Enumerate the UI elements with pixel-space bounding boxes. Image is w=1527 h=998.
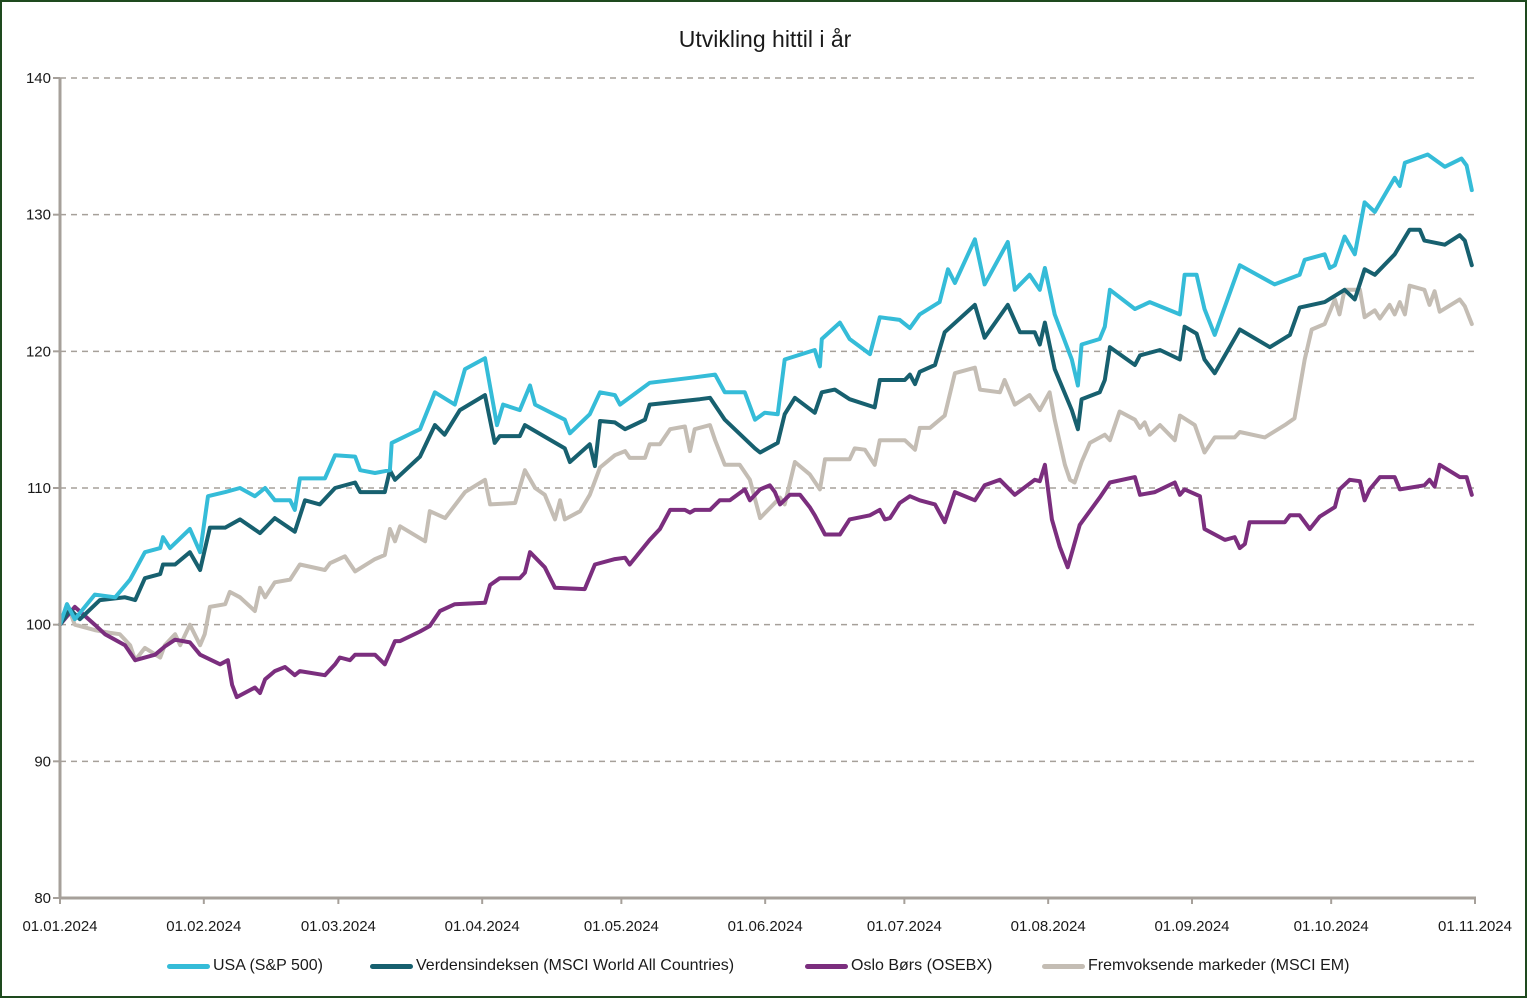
y-tick-label: 100 bbox=[26, 617, 51, 634]
series-line-1 bbox=[58, 227, 1474, 627]
x-tick-label: 01.03.2024 bbox=[301, 918, 376, 935]
x-tick-label: 01.06.2024 bbox=[728, 918, 803, 935]
gridlines bbox=[60, 77, 1475, 763]
y-tick-label: 90 bbox=[34, 753, 51, 770]
legend-label: Verdensindeksen (MSCI World All Countrie… bbox=[416, 957, 735, 974]
x-tick-label: 01.05.2024 bbox=[584, 918, 659, 935]
legend-swatch bbox=[370, 963, 413, 969]
x-axis-labels: 01.01.2024 01.02.2024 01.03.2024 01.04.2024… bbox=[22, 918, 1512, 935]
x-tick-label: 01.09.2024 bbox=[1154, 918, 1229, 935]
x-tick-label: 01.08.2024 bbox=[1011, 918, 1086, 935]
x-tick-label: 01.01.2024 bbox=[22, 918, 97, 935]
y-tick-label: 120 bbox=[26, 343, 51, 360]
y-axis-labels: 80 90 100 110 120 130 140 bbox=[26, 70, 51, 907]
legend: USA (S&P 500) Verdensindeksen (MSCI World… bbox=[2, 957, 1525, 981]
y-tick-label: 80 bbox=[34, 890, 51, 907]
axes bbox=[53, 77, 1476, 904]
x-tick-label: 01.04.2024 bbox=[445, 918, 520, 935]
legend-swatch bbox=[167, 963, 210, 969]
series-line-3 bbox=[58, 283, 1474, 663]
x-tick-label: 01.02.2024 bbox=[166, 918, 241, 935]
y-tick-label: 140 bbox=[26, 70, 51, 87]
legend-item: Oslo Børs (OSEBX) bbox=[805, 957, 992, 975]
legend-label: Oslo Børs (OSEBX) bbox=[851, 957, 993, 974]
legend-item: Verdensindeksen (MSCI World All Countrie… bbox=[370, 957, 734, 975]
x-tick-label: 01.11.2024 bbox=[1438, 918, 1512, 935]
x-tick-label: 01.10.2024 bbox=[1294, 918, 1369, 935]
legend-item: Fremvoksende markeder (MSCI EM) bbox=[1042, 957, 1349, 975]
series-lines bbox=[58, 152, 1474, 700]
legend-swatch bbox=[1042, 963, 1085, 969]
legend-label: Fremvoksende markeder (MSCI EM) bbox=[1088, 957, 1350, 974]
legend-label: USA (S&P 500) bbox=[213, 957, 323, 974]
series-line-2 bbox=[58, 462, 1474, 700]
series-line-0 bbox=[58, 152, 1474, 627]
legend-swatch bbox=[805, 963, 848, 969]
y-tick-label: 130 bbox=[26, 207, 51, 224]
legend-item: USA (S&P 500) bbox=[167, 957, 323, 975]
y-tick-label: 110 bbox=[27, 480, 51, 497]
x-tick-label: 01.07.2024 bbox=[867, 918, 942, 935]
chart-title: Utvikling hittil i år bbox=[679, 26, 852, 52]
